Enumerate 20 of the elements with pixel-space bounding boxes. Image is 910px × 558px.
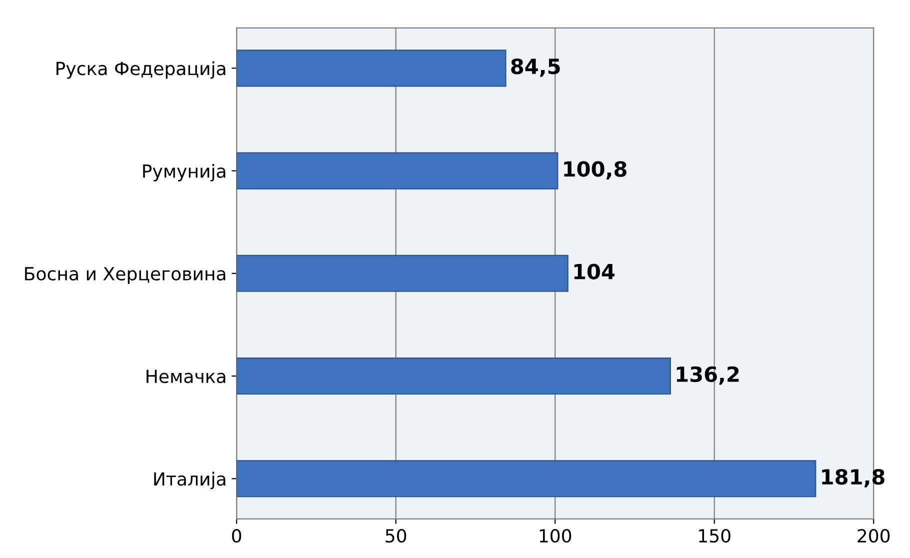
data-label: 84,5 (511, 58, 560, 77)
y-tick-label: Руска Федерација (56, 61, 226, 79)
x-tick-label: 100 (540, 528, 572, 543)
y-tick-label: Румунија (143, 164, 226, 182)
bar (236, 460, 816, 498)
data-label: 104 (574, 264, 615, 280)
data-label: 100,8 (564, 161, 626, 180)
data-label: 181,8 (822, 468, 884, 488)
x-tick-label: 0 (232, 528, 242, 543)
y-tick-label: Немачка (146, 370, 226, 384)
y-tick-label: Италија (154, 472, 226, 490)
bar (236, 358, 671, 395)
x-tick-label: 200 (858, 528, 890, 543)
bar (236, 50, 506, 87)
x-tick-label: 50 (386, 528, 406, 543)
data-label: 136,2 (676, 366, 739, 385)
bar (236, 152, 558, 190)
bar (236, 254, 568, 292)
x-tick-label: 150 (699, 528, 730, 543)
y-tick-label: Босна и Херцеговина (25, 267, 226, 284)
